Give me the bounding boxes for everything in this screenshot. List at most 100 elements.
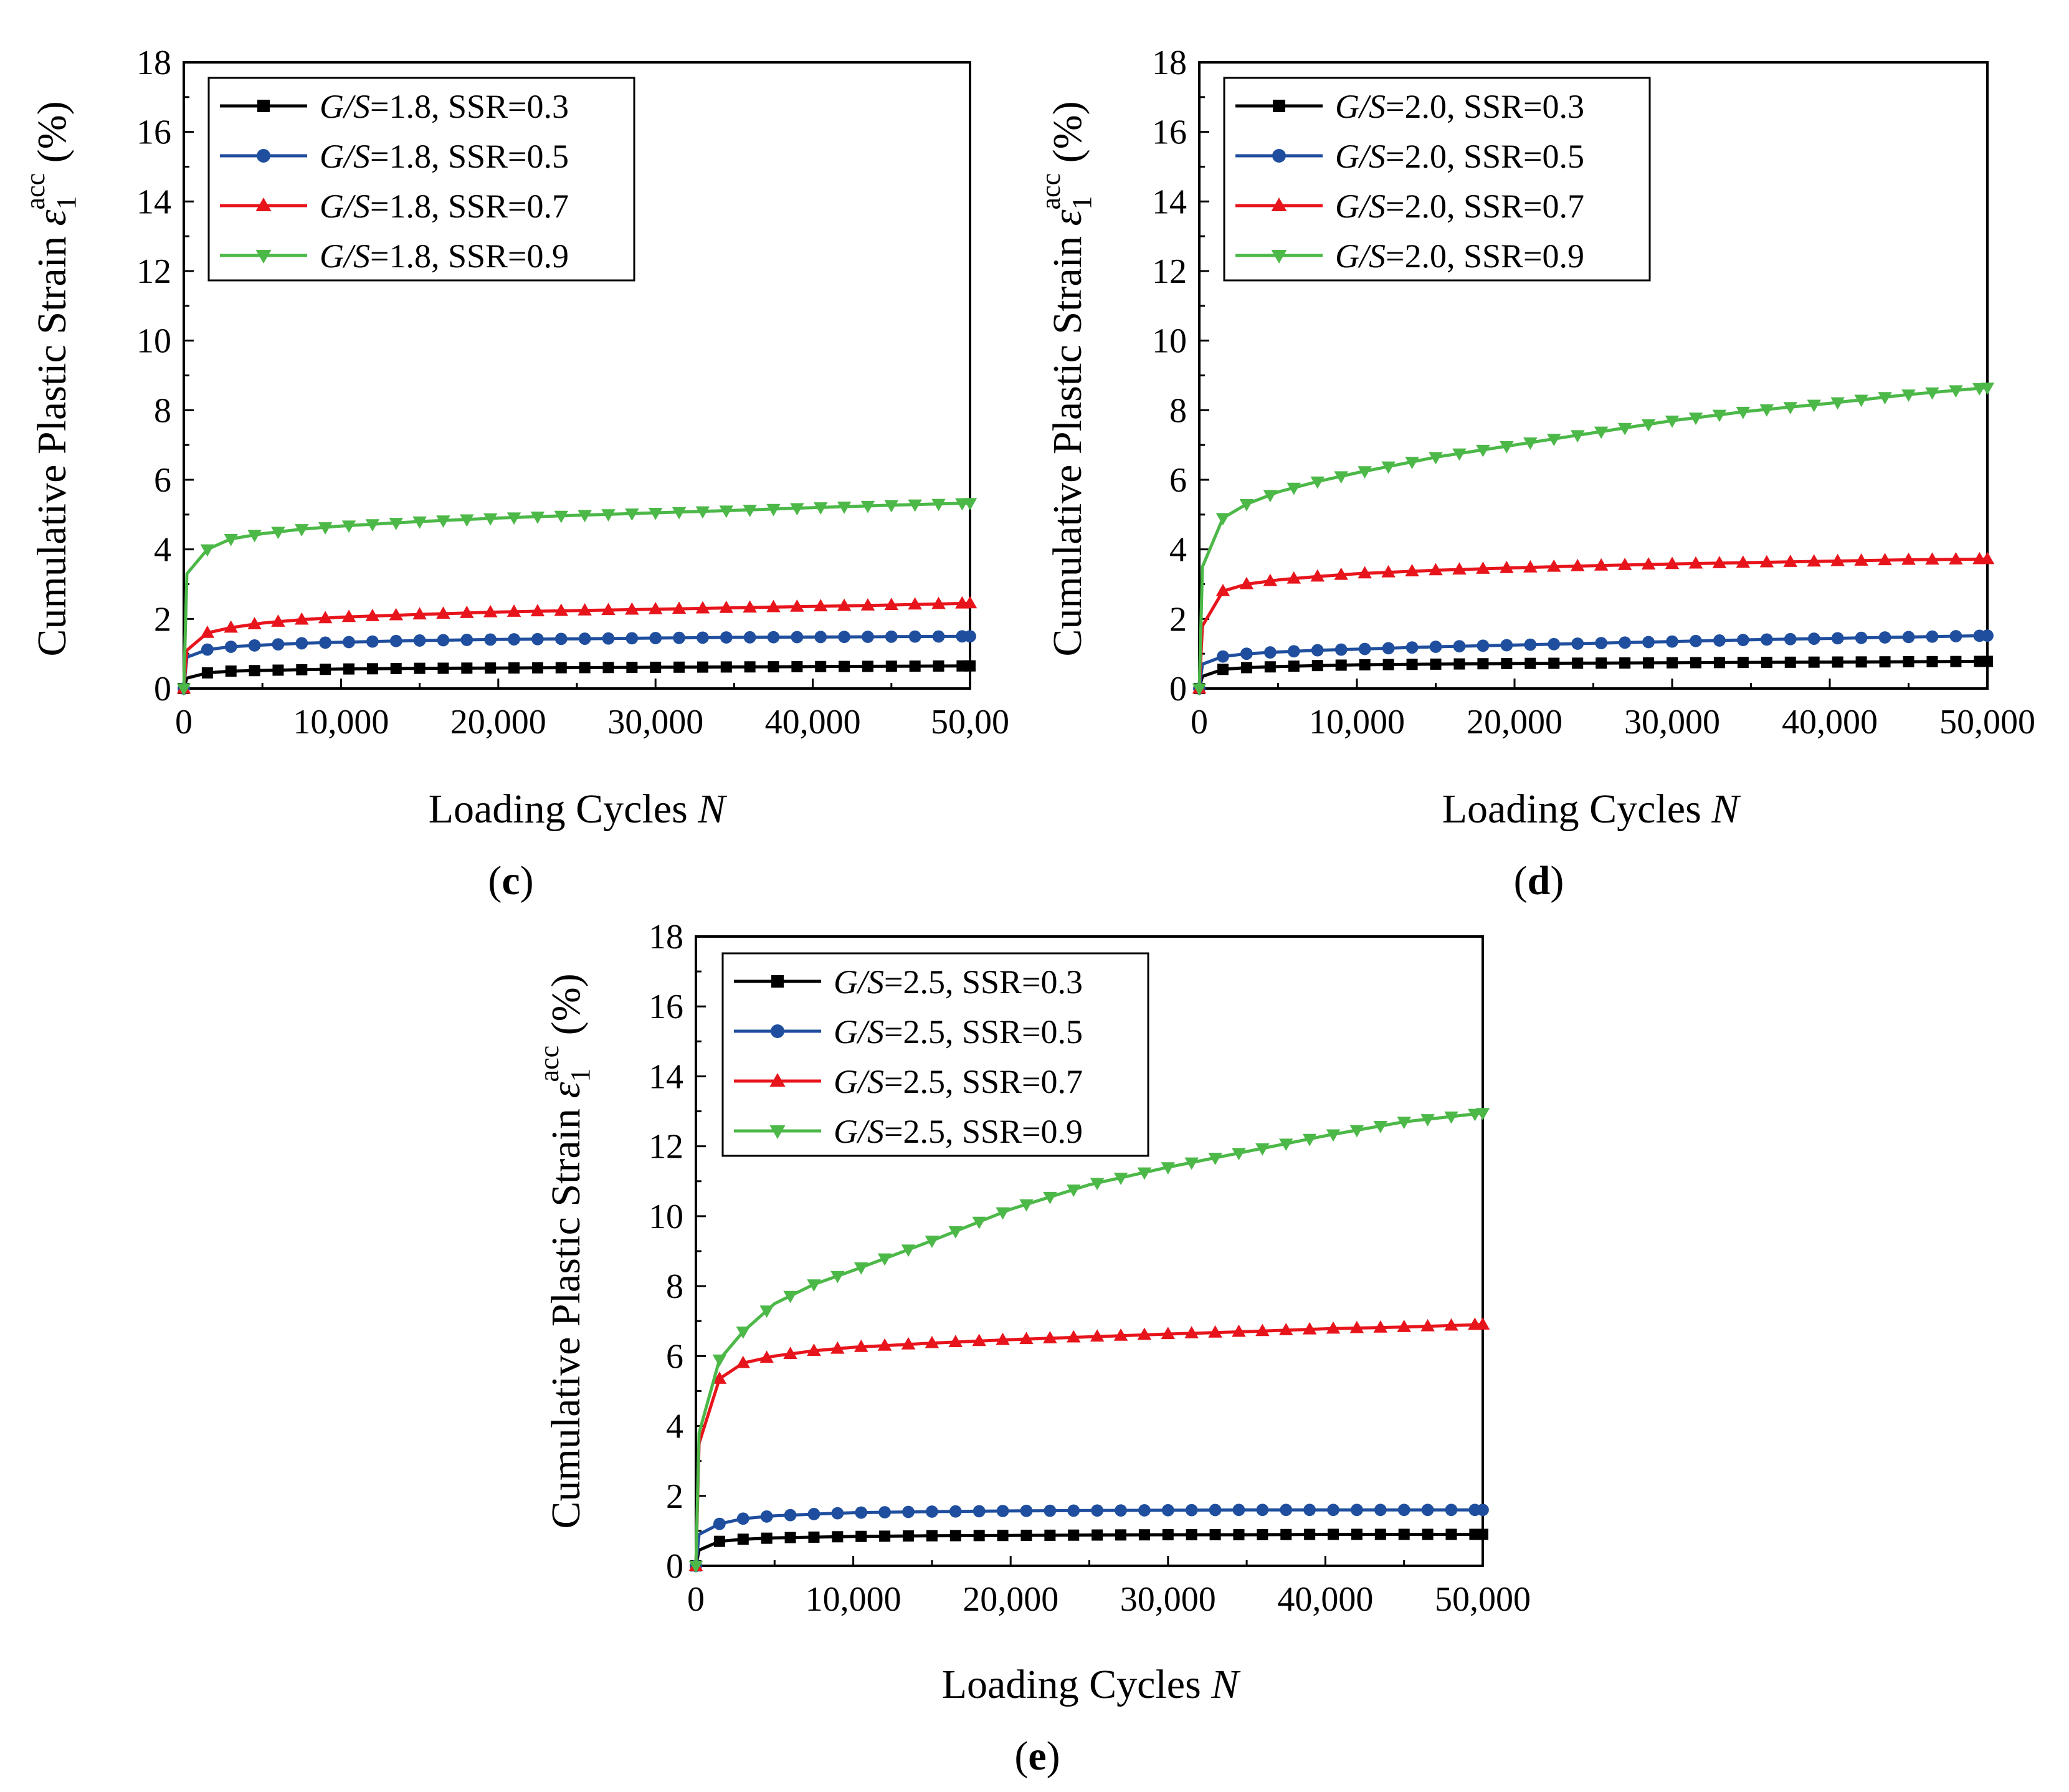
y-axis-label-text: Cumulative Plastic Strain [1045,226,1090,656]
legend-marker [255,198,272,211]
legend-label-rest: =2.5, SSR=0.7 [884,1063,1083,1100]
data-point [885,630,898,643]
data-point [860,598,875,611]
legend-label: G/S=2.5, SSR=0.9 [834,1113,1083,1150]
data-point [1020,1504,1033,1517]
y-axis-label-symbol: ε [1045,209,1090,226]
data-point [1263,573,1278,586]
y-tick-label: 18 [136,44,171,82]
data-point [1477,1504,1489,1517]
data-point [877,1338,892,1351]
data-point [1878,553,1892,566]
data-point [366,663,378,675]
x-tick-label: 10,000 [1309,703,1405,741]
legend-marker [769,1125,786,1139]
data-point [879,1530,891,1542]
y-tick-label: 8 [1169,391,1187,430]
data-point [1382,642,1395,655]
data-point [837,598,852,611]
data-point [1208,1153,1222,1165]
panel-e: 0 2 4 6 8 10 12 14 16 18 0 10,000 20,000 30,000 40,000… [534,918,1531,1779]
data-point [1617,558,1632,570]
data-point [1570,558,1585,571]
data-point [672,601,687,614]
data-point [601,603,616,616]
data-point [783,1346,797,1360]
data-point [578,632,591,645]
data-point [963,596,977,609]
data-point [1256,1504,1269,1517]
data-point [807,1343,821,1356]
data-point [925,1236,939,1248]
data-point [625,508,639,521]
data-point [830,1270,845,1284]
data-point [1500,639,1513,652]
data-point [813,599,828,612]
x-axis-label-var: N [697,786,728,832]
data-point [436,515,450,528]
data-point [1374,1504,1387,1517]
data-point [838,631,850,644]
data-point [1358,642,1371,655]
data-point [1115,1504,1127,1517]
data-point [460,606,474,618]
data-point [854,1339,868,1352]
y-axis-label-sup: acc [534,1046,564,1082]
data-point [1444,1318,1458,1331]
x-tick-label: 40,000 [1277,1580,1373,1619]
data-point [1832,656,1843,668]
data-point [1138,1529,1150,1541]
data-point [1476,561,1490,574]
data-point [579,662,591,674]
data-point [885,660,897,672]
data-point [271,527,285,540]
data-point [759,1305,774,1318]
series-line [694,1111,1483,1566]
data-point [1066,1184,1081,1197]
x-tick-label: 20,000 [963,1580,1058,1619]
legend-entry: G/S=2.0, SSR=0.9 [1235,237,1584,275]
data-point [554,510,569,523]
data-point [1405,641,1419,654]
data-point [695,601,710,614]
y-tick-label: 10 [649,1198,683,1236]
data-point [948,1335,963,1347]
data-point [461,662,473,674]
data-point [1334,471,1348,484]
data-point [1854,553,1868,566]
legend-marker [257,149,270,163]
data-point [1500,560,1514,573]
data-point [1137,1167,1152,1180]
legend-entry: G/S=2.5, SSR=0.3 [734,963,1083,1001]
data-point [1209,1504,1222,1517]
data-point [1617,422,1632,436]
data-point [1311,660,1323,672]
data-point [790,503,804,516]
data-point [1113,1173,1128,1185]
data-point [768,661,779,673]
data-point [484,633,497,646]
data-point [554,603,569,616]
data-point [1523,560,1538,573]
legend-entries: G/S=1.8, SSR=0.3G/S=1.8, SSR=0.5G/S=1.8,… [220,88,569,275]
x-axis-label: Loading Cycles N [942,1662,1242,1707]
y-axis-label-text: Cumulative Plastic Strain [29,226,75,656]
series-square [178,660,976,694]
x-axis-label-text: Loading Cycles [942,1662,1212,1707]
data-point [901,1337,916,1350]
data-point [1878,392,1892,405]
data-point [784,1532,796,1543]
data-point [1807,554,1821,567]
legend-label: G/S=1.8, SSR=0.5 [320,138,569,175]
data-point [247,617,262,629]
data-point [931,596,946,609]
legend-box [1223,77,1651,282]
data-point [1358,466,1372,479]
legend-label: G/S=1.8, SSR=0.7 [320,188,569,225]
data-point [248,639,261,652]
data-point [1215,513,1230,526]
data-point [1444,1111,1458,1124]
x-axis-label: Loading Cycles N [1442,786,1742,832]
legend-label-var: G/S [1335,237,1386,275]
y-axis-label-unit: (%) [1045,101,1090,173]
